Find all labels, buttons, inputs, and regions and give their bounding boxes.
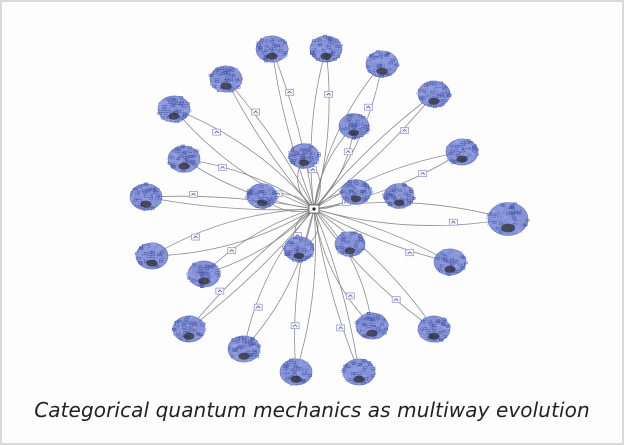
state-node <box>433 248 468 276</box>
edge-label-box <box>346 292 355 300</box>
state-node <box>445 138 479 166</box>
state-node <box>282 236 315 263</box>
edge-label-box <box>290 322 300 330</box>
edge-label-box <box>449 218 458 226</box>
edge-label-box <box>215 287 225 295</box>
multiway-edge <box>173 108 315 210</box>
hub-node <box>308 204 320 214</box>
multiway-edge <box>151 208 315 258</box>
edge-labels-layer <box>189 88 458 332</box>
edge-label-box <box>343 148 353 156</box>
edge-label-box <box>253 303 263 311</box>
state-node <box>186 260 222 288</box>
multiway-edge <box>313 93 435 210</box>
state-node <box>157 95 192 123</box>
edge-label-box <box>227 247 237 254</box>
edge-label-box <box>391 296 401 303</box>
edge-label-box <box>189 191 198 198</box>
multiway-edge <box>188 208 315 330</box>
edge-label-box <box>324 90 333 98</box>
multiway-edge <box>313 208 435 330</box>
multiway-edge <box>313 208 451 263</box>
multiway-edge <box>313 208 360 373</box>
multiway-edge <box>313 208 373 327</box>
edge-label-box <box>212 128 221 136</box>
state-node <box>208 65 244 93</box>
edge-label-box <box>400 127 409 134</box>
state-node <box>129 182 163 211</box>
state-node <box>354 312 390 340</box>
state-node <box>338 113 370 140</box>
figure-caption: Categorical quantum mechanics as multiwa… <box>34 398 590 422</box>
edge-label-box <box>418 170 428 177</box>
state-node <box>279 357 313 386</box>
edge-label-box <box>251 108 260 116</box>
nodes-layer <box>129 34 530 386</box>
edge-label-box <box>405 249 415 257</box>
edge-label-box <box>364 103 373 111</box>
multiway-edge <box>173 108 315 210</box>
multiway-edge <box>313 63 383 210</box>
multiway-edge <box>313 208 435 330</box>
state-node <box>167 144 201 173</box>
state-node <box>365 50 400 78</box>
edge-label-box <box>218 164 227 171</box>
edge-label-box <box>308 166 317 174</box>
state-node <box>171 315 207 343</box>
state-node <box>417 315 451 343</box>
state-node <box>135 242 169 270</box>
edge-label-box <box>285 88 294 96</box>
multiway-edge <box>242 208 315 350</box>
multiway-edge <box>313 208 361 373</box>
multiway-graph <box>129 34 530 386</box>
multiway-edge <box>313 208 451 264</box>
multiway-edge <box>145 195 315 211</box>
multiway-edge <box>271 48 315 210</box>
state-node <box>341 358 377 386</box>
state-node <box>334 231 366 258</box>
edge-label-box <box>336 324 345 332</box>
multiway-edge <box>295 208 316 373</box>
state-node <box>287 143 321 169</box>
state-node <box>382 183 416 209</box>
multiway-edge <box>313 93 435 210</box>
multiway-edge <box>313 48 330 210</box>
multiway-edge <box>310 48 327 210</box>
state-node <box>255 35 290 63</box>
multiway-edge <box>313 63 384 210</box>
state-node <box>339 179 373 206</box>
multiway-edge <box>151 208 315 257</box>
state-node <box>416 80 452 109</box>
multiway-edge <box>270 48 315 210</box>
multiway-edge <box>225 78 315 210</box>
multiway-edge <box>313 150 463 210</box>
multiway-edge <box>313 208 374 327</box>
multiway-edge <box>293 208 315 373</box>
edge-label-box <box>191 233 200 241</box>
state-node <box>227 335 261 363</box>
state-node <box>245 183 279 209</box>
state-node <box>486 202 530 236</box>
multiway-edge <box>243 208 315 350</box>
state-node <box>309 34 343 63</box>
multiway-edge <box>183 158 315 210</box>
